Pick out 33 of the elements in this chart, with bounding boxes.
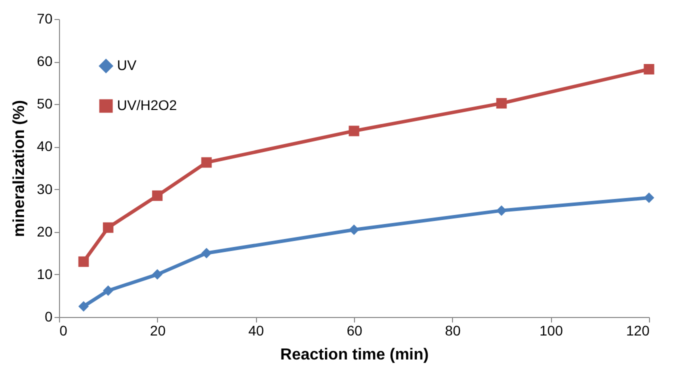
y-tick-label: 20 (36, 223, 53, 240)
x-tick-label: 120 (626, 322, 650, 338)
point (152, 269, 163, 280)
point (201, 157, 212, 168)
y-axis-title: mineralization (%) (10, 100, 28, 237)
x-tick-label: 60 (346, 322, 362, 338)
legend-label: UV (117, 57, 138, 73)
y-tick-label: 30 (36, 180, 53, 197)
point (348, 224, 360, 235)
legend-label: UV/H2O2 (117, 97, 178, 113)
point (348, 126, 360, 136)
x-tick-label: 0 (60, 322, 68, 338)
point (496, 98, 507, 109)
y-tick-label: 0 (44, 308, 53, 324)
x-tick-label: 100 (539, 322, 564, 338)
y-tick-label: 40 (36, 138, 53, 154)
x-tick-label: 80 (445, 322, 461, 338)
x-tick-label: 40 (248, 322, 264, 338)
y-tick-label: 60 (36, 53, 53, 70)
point (644, 192, 654, 204)
point (644, 64, 654, 74)
point (152, 190, 163, 201)
point (496, 205, 507, 216)
point (102, 222, 114, 233)
y-tick-label: 10 (36, 266, 53, 282)
point (78, 301, 89, 312)
y-tick-label: 50 (36, 96, 53, 112)
x-axis-title: Reaction time (min) (280, 346, 429, 364)
point (78, 256, 89, 267)
point (201, 248, 212, 258)
y-tick-label: 70 (36, 10, 53, 26)
x-tick-label: 20 (150, 322, 166, 338)
point (102, 285, 114, 296)
